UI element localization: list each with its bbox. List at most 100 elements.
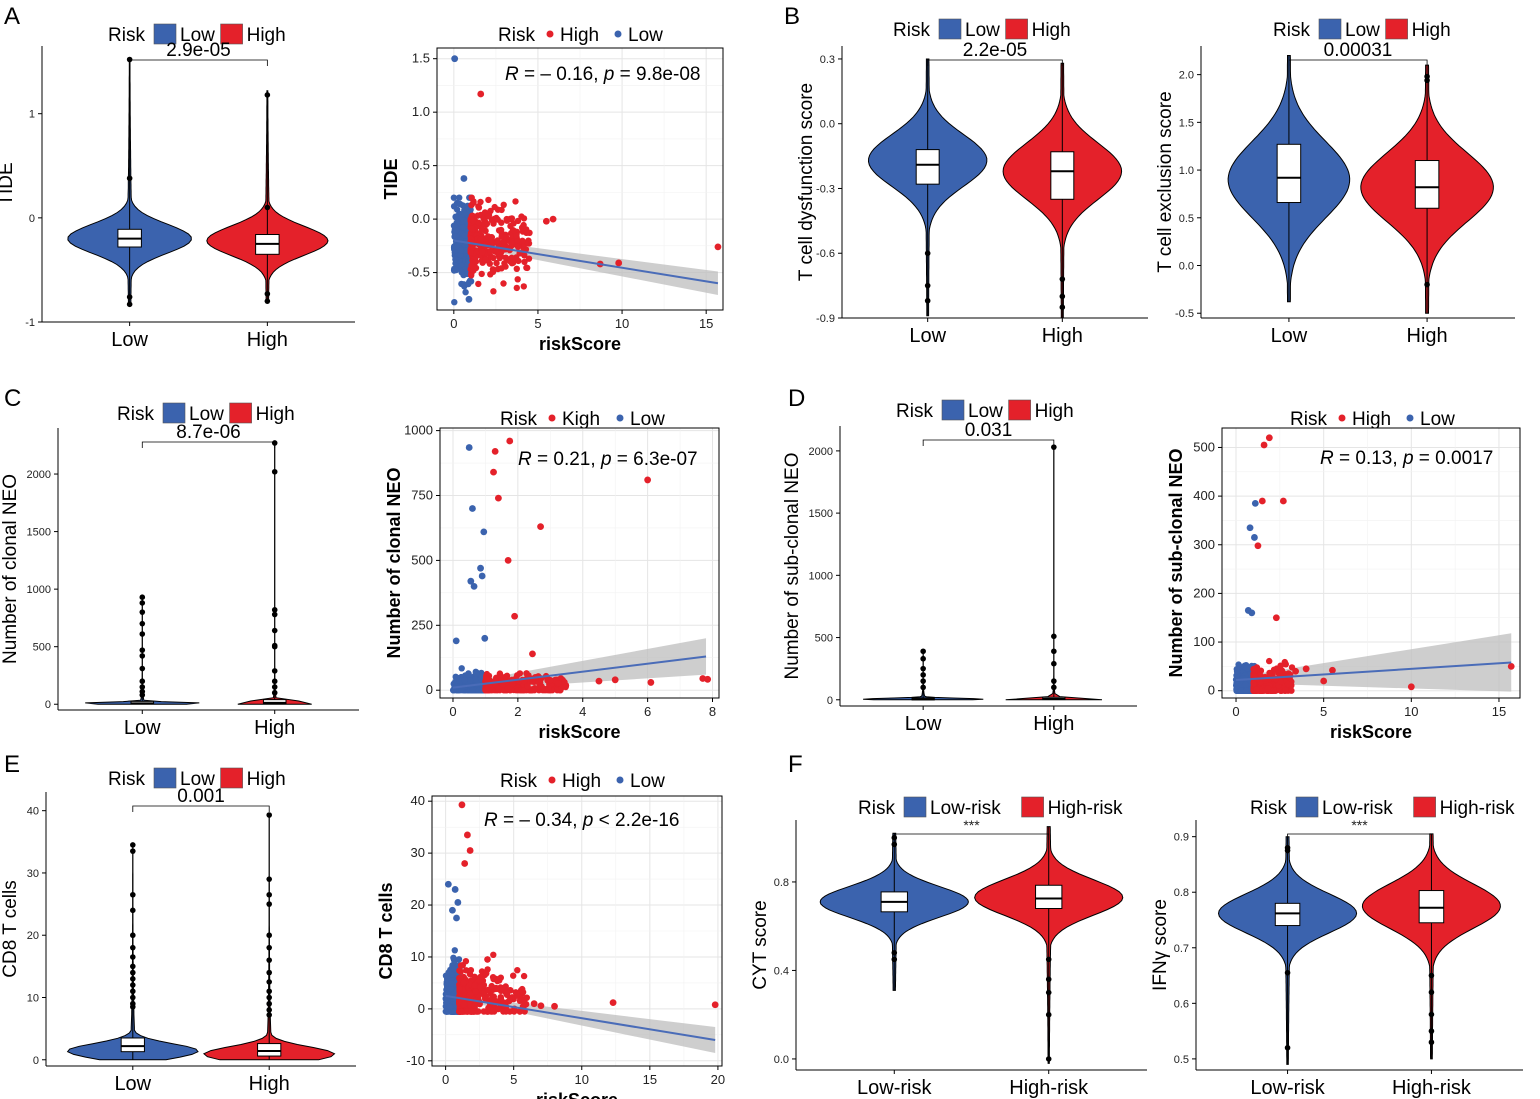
significance-bracket: 2.9e-05 — [129, 40, 268, 66]
data-point-low — [481, 634, 489, 642]
data-point-high — [520, 221, 527, 229]
data-point-high — [523, 670, 530, 677]
outlier-point — [130, 982, 136, 988]
y-tick-label: 20 — [411, 897, 425, 912]
x-category-label: Low — [114, 1073, 151, 1095]
data-point-high — [1260, 441, 1268, 449]
legend-swatch-high — [220, 23, 243, 45]
data-point-high — [704, 675, 712, 683]
data-point-high — [504, 685, 512, 692]
data-point-high — [466, 1001, 473, 1008]
data-point-high — [714, 243, 722, 251]
plot-frame — [436, 47, 724, 311]
outlier-point — [130, 994, 136, 1001]
legend-title: Risk — [896, 401, 933, 422]
data-point-high — [498, 265, 505, 272]
legend-swatch-low — [1318, 18, 1342, 40]
chart-C-scatter: Risk Kigh Low 0 2 4 6 8 0 250 500 750 1000 riskScore N… — [384, 409, 720, 742]
legend-title: Risk — [500, 771, 537, 792]
data-point-high — [510, 972, 517, 979]
data-point-low — [455, 956, 463, 963]
y-tick-label: -0.5 — [408, 265, 430, 280]
outlier-point — [266, 957, 273, 963]
y-tick-label: 750 — [411, 488, 433, 503]
data-point-low — [465, 280, 472, 288]
data-point-low — [447, 985, 455, 992]
y-tick-label: 300 — [1193, 537, 1215, 552]
x-tick-label: 15 — [1492, 704, 1506, 719]
outlier-point — [271, 611, 278, 618]
data-point-high — [493, 214, 500, 222]
y-tick-label: 0.0 — [774, 1054, 789, 1066]
outlier-point — [126, 175, 133, 182]
outlier-point — [130, 907, 136, 914]
data-point-high — [547, 676, 554, 684]
bracket-line — [1288, 59, 1428, 66]
data-point-high — [1251, 665, 1258, 673]
outlier-point — [1428, 989, 1435, 996]
x-category-label: Low — [124, 717, 161, 739]
data-point-high — [487, 207, 494, 215]
data-point-high — [511, 612, 519, 620]
significance-bracket: 2.2e-05 — [927, 40, 1063, 66]
data-point-low — [478, 572, 486, 580]
x-tick-label: 15 — [699, 316, 713, 331]
box-low — [915, 149, 940, 185]
outlier-point — [139, 600, 146, 606]
outlier-point — [139, 653, 146, 659]
outlier-point — [266, 1000, 273, 1007]
outlier-point — [1284, 1044, 1291, 1051]
data-point-high — [488, 982, 495, 990]
x-category-label: Low-risk — [1250, 1077, 1325, 1099]
panel-label-a: A — [4, 3, 20, 30]
data-point-high — [1282, 687, 1289, 694]
legend-label-low: Low — [1420, 409, 1455, 430]
y-tick-label: 0.6 — [1174, 998, 1189, 1010]
legend-swatch-low — [938, 18, 962, 40]
significance-bracket: 8.7e-06 — [141, 422, 276, 448]
x-tick-label: 0 — [1232, 704, 1239, 719]
outlier-point — [1428, 1039, 1435, 1046]
x-category-label: Low-risk — [857, 1077, 932, 1099]
x-category-label: High — [247, 329, 288, 351]
data-point-high — [542, 217, 550, 225]
x-tick-label: 10 — [575, 1072, 589, 1087]
legend-title: Risk — [1290, 409, 1327, 430]
y-tick-label: 250 — [411, 617, 433, 632]
outlier-point — [920, 655, 926, 662]
y-tick-label: 0.5 — [1174, 1054, 1189, 1066]
y-tick-label: 500 — [815, 633, 833, 645]
data-point-high — [501, 999, 508, 1006]
chart-A-scatter: Risk High Low 0 5 10 15 -0.5 0.0 0.5 1.0 1.5 riskSco… — [381, 25, 724, 354]
data-point-low — [467, 577, 475, 585]
data-point-low — [452, 256, 459, 263]
x-tick-label: 0 — [442, 1072, 449, 1087]
outlier-point — [891, 949, 898, 956]
outlier-point — [264, 291, 271, 297]
legend-label-high: High-risk — [1048, 798, 1123, 819]
data-point-high — [482, 675, 490, 682]
outlier-point — [891, 956, 898, 963]
outlier-point — [130, 1004, 136, 1010]
box-high — [257, 1043, 282, 1057]
x-category-label: High-risk — [1392, 1077, 1472, 1099]
box-high — [1050, 151, 1075, 200]
outlier-point — [924, 282, 931, 289]
y-tick-label: 20 — [27, 930, 39, 942]
outlier-point — [1284, 969, 1291, 976]
legend-swatch-low — [162, 402, 186, 424]
outlier-point — [266, 944, 273, 951]
outlier-point — [271, 668, 278, 674]
outlier-point — [139, 647, 146, 653]
y-tick-label: 0.7 — [1174, 943, 1189, 955]
outlier-point — [126, 294, 133, 300]
x-tick-label: 20 — [711, 1072, 725, 1087]
legend-key-low — [1406, 414, 1414, 422]
data-point-high — [503, 217, 511, 224]
x-tick-label: 0 — [449, 704, 456, 719]
data-point-low — [444, 880, 452, 888]
data-point-low — [451, 886, 459, 893]
x-tick-label: 4 — [579, 704, 586, 719]
outlier-point — [1045, 1011, 1052, 1018]
data-point-high — [477, 198, 484, 206]
